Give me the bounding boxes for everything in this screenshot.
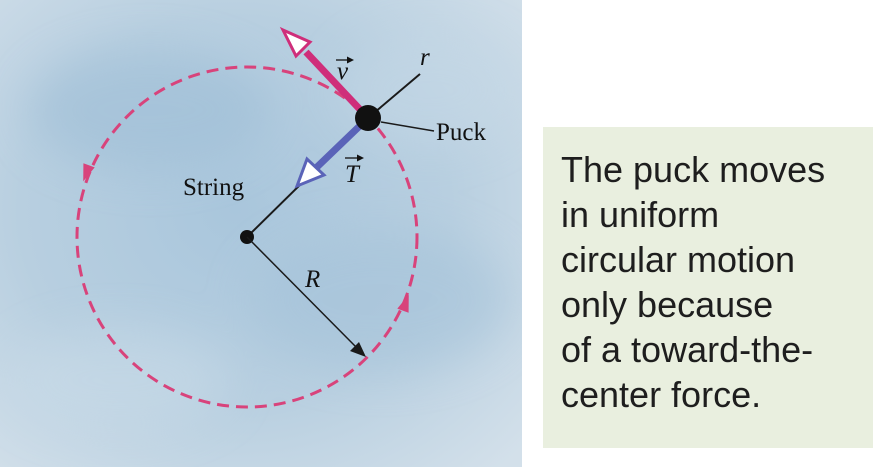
radius-arrowhead — [350, 342, 366, 357]
velocity-arrowhead — [279, 26, 313, 59]
tension-arrowhead — [294, 156, 327, 189]
string-label: String — [183, 174, 245, 201]
caption-box: The puck moves in uniform circular motio… — [543, 127, 873, 448]
puck-label: Puck — [436, 119, 487, 146]
radius-line — [246, 236, 359, 350]
velocity-vector-accent — [336, 56, 354, 64]
diagram-canvas: v r Puck T String R — [0, 0, 522, 467]
velocity-label: v — [337, 58, 349, 85]
caption-line: only because — [561, 284, 774, 325]
caption-line: circular motion — [561, 239, 796, 280]
radius-label: R — [304, 266, 320, 293]
circular-path — [75, 65, 419, 409]
path-direction-arrow-right — [397, 294, 409, 313]
caption-line: The puck moves — [561, 149, 826, 190]
caption-line: center force. — [561, 374, 762, 415]
radial-axis-label: r — [420, 44, 430, 71]
puck — [355, 105, 381, 131]
ice-texture — [10, 35, 520, 430]
tension-label: T — [345, 161, 361, 188]
tension-vector-accent — [345, 154, 364, 162]
puck-leader-line — [380, 121, 435, 132]
circular-motion-diagram: v r Puck T String R — [0, 0, 522, 467]
caption-line: of a toward-the- — [561, 329, 814, 370]
caption-line: in uniform — [561, 194, 720, 235]
velocity-vector — [303, 49, 371, 121]
path-direction-arrow-left — [83, 163, 95, 182]
